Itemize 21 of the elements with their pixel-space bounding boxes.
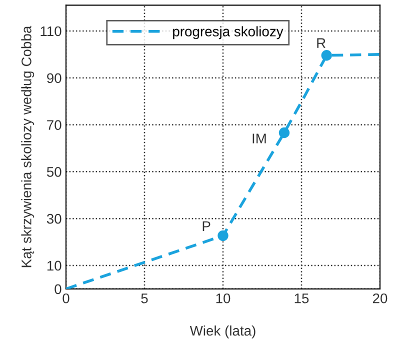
annotation: R [317,38,326,48]
y-tick-label: 50 [46,167,62,177]
y-tick-label: 70 [47,120,62,130]
y-tick-label: 90 [47,73,62,84]
x-tick-label: 10 [216,293,230,304]
x-tick-label: 20 [372,293,388,304]
y-axis-title: Kąt skrzywienia skoliozy według Cobba [21,26,34,268]
y-tick-label: 110 [40,26,62,36]
y-tick-label: 0 [54,284,62,294]
point [278,127,290,138]
y-tick-label: 10 [47,260,62,271]
y-tick-label: 30 [46,214,62,224]
x-tick-label: 0 [62,293,70,304]
annotation: P [202,221,210,231]
point [321,50,332,61]
legend-label: progresja skoliozy [173,26,284,40]
x-tick-label: 15 [294,294,309,304]
x-axis-title: Wiek (lata) [190,325,256,338]
annotation: IM [252,134,266,144]
point [218,230,228,242]
x-tick-label: 5 [141,294,148,304]
